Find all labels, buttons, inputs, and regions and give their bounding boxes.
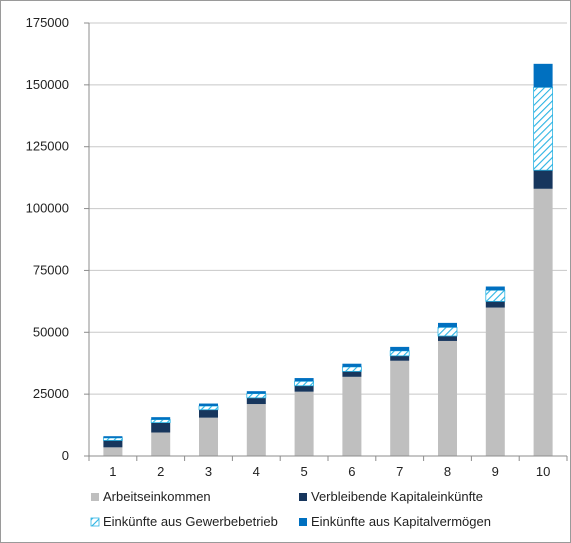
bar-segment-kapital-8 [438, 322, 457, 328]
bar-segment-arbeit-10 [533, 188, 553, 456]
x-tick-label: 8 [444, 464, 451, 479]
y-tick-label: 75000 [33, 262, 69, 277]
bar-segment-arbeit-9 [485, 307, 505, 456]
bar-segment-arbeit-7 [390, 360, 410, 456]
bar-segment-kapital-7 [390, 346, 410, 351]
x-tick-label: 9 [492, 464, 499, 479]
y-tick-label: 0 [62, 448, 69, 463]
bar-segment-verbleibend-3 [199, 409, 218, 418]
bar-segment-kapital-4 [246, 391, 266, 394]
bar-segment-kapital-10 [533, 63, 553, 88]
axes [84, 22, 568, 461]
bar-segment-gewerbe-1 [103, 437, 123, 441]
bar-segment-arbeit-6 [342, 376, 362, 456]
legend-label-arbeit: Arbeitseinkommen [103, 489, 211, 504]
x-tick-label: 4 [253, 464, 260, 479]
bar-segment-arbeit-4 [246, 404, 266, 456]
bar-segment-kapital-3 [199, 403, 218, 407]
bar-segment-verbleibend-7 [390, 355, 410, 361]
legend-swatch-kapital [299, 518, 307, 526]
bar-segment-gewerbe-4 [246, 393, 267, 399]
bar-segment-gewerbe-6 [341, 366, 362, 372]
x-tick-label: 2 [157, 464, 164, 479]
bar-segment-verbleibend-8 [438, 335, 457, 341]
bar-segment-kapital-6 [342, 363, 362, 367]
bar-segment-verbleibend-5 [294, 385, 314, 392]
legend-label-verbleibend: Verbleibende Kapitaleinkünfte [311, 489, 483, 504]
bar-segment-verbleibend-2 [151, 422, 171, 433]
bar-segment-arbeit-5 [294, 391, 314, 456]
x-tick-label: 5 [300, 464, 307, 479]
y-tick-label: 25000 [33, 386, 69, 401]
legend-swatch-gewerbe [90, 517, 100, 527]
y-tick-label: 175000 [26, 15, 69, 30]
x-tick-label: 7 [396, 464, 403, 479]
bar-segment-gewerbe-8 [437, 326, 458, 337]
y-tick-label: 150000 [26, 77, 69, 92]
x-tick-labels: 1 2 3 4 5 6 7 8 9 10 [109, 464, 550, 479]
bar-segment-verbleibend-6 [342, 371, 362, 377]
legend: Arbeitseinkommen Verbleibende Kapitaleink… [90, 489, 491, 529]
legend-label-kapital: Einkünfte aus Kapitalvermögen [311, 514, 491, 529]
bar-segment-kapital-9 [485, 286, 505, 291]
bar-segment-gewerbe-5 [294, 380, 315, 387]
bar-segment-gewerbe-2 [150, 419, 171, 423]
legend-swatch-verbleibend [299, 493, 307, 501]
bar-segment-gewerbe-3 [198, 405, 219, 411]
bar-segment-verbleibend-9 [485, 301, 505, 308]
bar-segment-kapital-1 [103, 436, 123, 438]
bar-segment-kapital-2 [151, 417, 171, 420]
gridlines [89, 22, 567, 395]
y-tick-label: 125000 [26, 139, 69, 154]
x-tick-label: 10 [536, 464, 550, 479]
bar-segment-verbleibend-4 [246, 397, 266, 405]
bar-segment-arbeit-8 [438, 340, 457, 456]
bar-segment-verbleibend-10 [533, 170, 553, 189]
bar-segment-kapital-5 [294, 378, 314, 382]
x-tick-label: 1 [109, 464, 116, 479]
x-tick-label: 3 [205, 464, 212, 479]
bar-segment-gewerbe-10 [533, 86, 553, 171]
y-tick-label: 100000 [26, 201, 69, 216]
bar-segment-gewerbe-9 [485, 289, 506, 302]
legend-label-gewerbe: Einkünfte aus Gewerbebetrieb [103, 514, 278, 529]
x-tick-label: 6 [348, 464, 355, 479]
bar-segment-arbeit-3 [199, 417, 218, 456]
bars [103, 63, 553, 456]
bar-segment-arbeit-2 [151, 432, 171, 456]
bar-segment-verbleibend-1 [103, 440, 123, 448]
bar-segment-arbeit-1 [103, 447, 123, 456]
bar-segment-gewerbe-7 [389, 350, 410, 357]
y-tick-labels: 0 25000 50000 75000 100000 125000 150000 175000 [26, 15, 69, 463]
y-tick-label: 50000 [33, 324, 69, 339]
legend-swatch-arbeit [91, 493, 99, 501]
